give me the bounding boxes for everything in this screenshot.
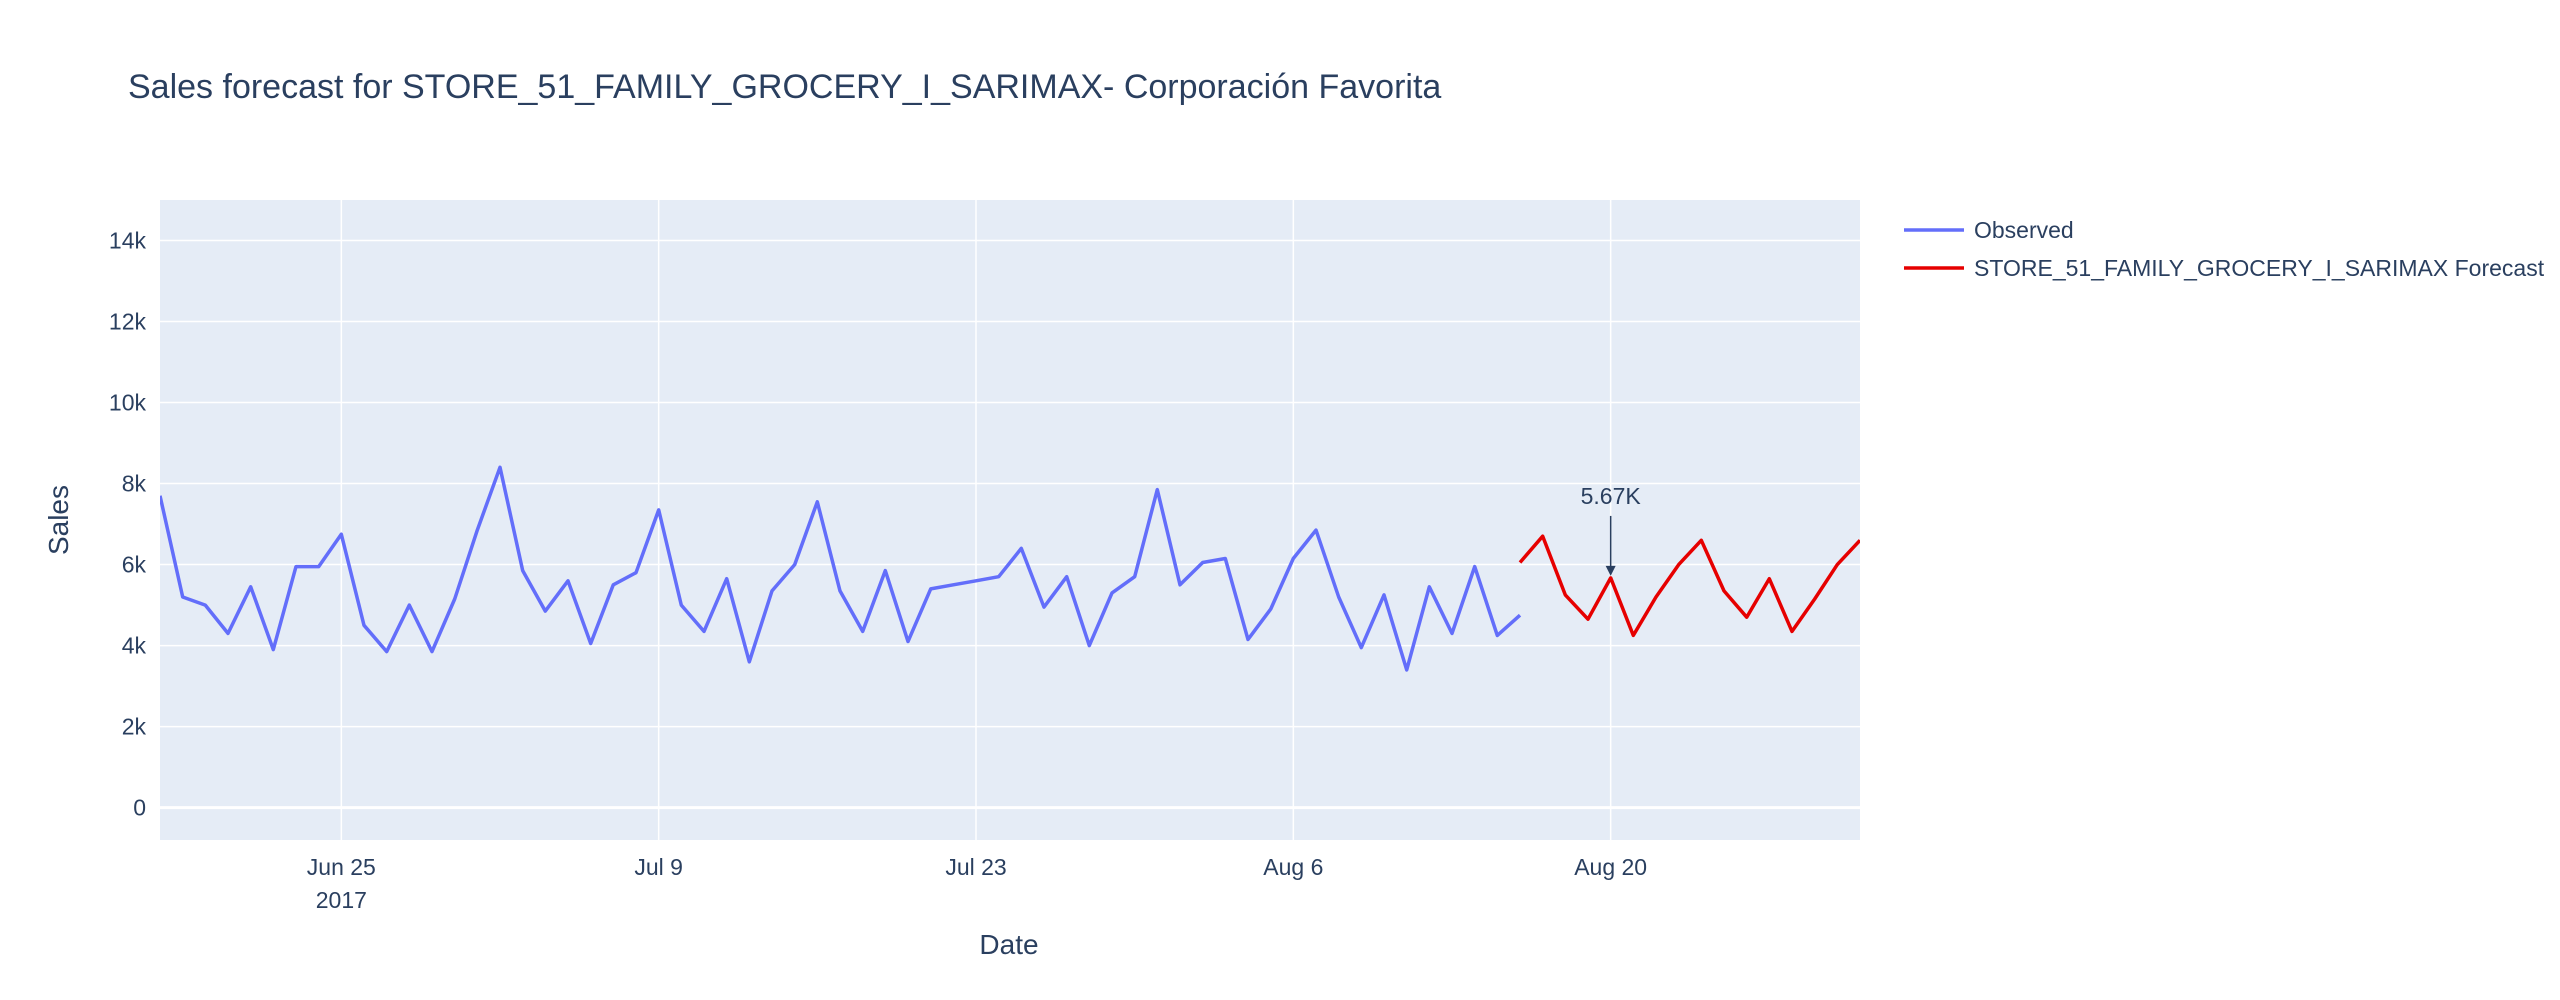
y-axis-title: Sales [43, 485, 74, 555]
observed-series-line [160, 465, 1522, 672]
y-tick-label: 12k [109, 309, 147, 335]
legend: Observed STORE_51_FAMILY_GROCERY_I_SARIMA… [1904, 217, 2545, 281]
x-tick-label: Jul 9 [634, 854, 683, 880]
x-tick-label: Jul 23 [945, 854, 1006, 880]
y-tick-label: 8k [122, 471, 147, 497]
legend-entry-label: Observed [1974, 217, 2074, 243]
annotation-label: 5.67K [1581, 483, 1642, 509]
x-tick-label: Aug 20 [1574, 854, 1647, 880]
y-tick-label: 4k [122, 633, 147, 659]
series-layer [160, 465, 1860, 672]
x-tick-year-label: 2017 [316, 887, 367, 913]
y-tick-label: 14k [109, 228, 147, 254]
y-tick-label: 0 [133, 795, 146, 821]
y-tick-label: 2k [122, 714, 147, 740]
x-tick-label: Aug 6 [1263, 854, 1323, 880]
y-axis-ticks: 0 2k 4k 6k 8k 10k 12k 14k [109, 228, 147, 821]
forecast-series-line [1518, 534, 1860, 638]
chart-title: Sales forecast for STORE_51_FAMILY_GROCE… [128, 68, 1441, 106]
plot-area [160, 200, 1860, 840]
x-axis-title: Date [979, 929, 1038, 960]
legend-entry-label: STORE_51_FAMILY_GROCERY_I_SARIMAX Foreca… [1974, 255, 2545, 281]
x-tick-label: Jun 25 [307, 854, 376, 880]
y-tick-label: 6k [122, 552, 147, 578]
x-axis-ticks: Jun 25 2017 Jul 9 Jul 23 Aug 6 Aug 20 [307, 854, 1647, 913]
y-tick-label: 10k [109, 390, 147, 416]
annotation-layer: 5.67K [1581, 483, 1642, 576]
annotation-arrow-head [1605, 565, 1616, 576]
